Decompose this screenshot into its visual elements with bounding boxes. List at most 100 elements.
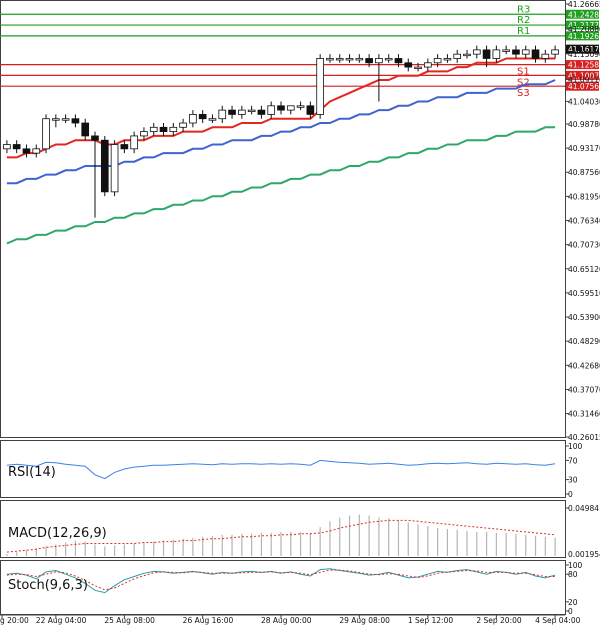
price-tick-label: 40.37070 [568, 385, 600, 394]
candle [384, 54, 393, 63]
candle-body-up [355, 58, 364, 61]
time-tick-label: 28 Aug 00:00 [261, 616, 312, 625]
level-price-label: 41.21770 [568, 21, 600, 30]
macd-indicator: 0.04984 0.001954 [6, 504, 600, 559]
candle-body-down [394, 58, 403, 64]
candle [267, 101, 276, 119]
time-tick-label: 1 Sep 12:00 [408, 616, 454, 625]
candle [492, 45, 501, 63]
candle-body-up [267, 105, 276, 115]
time-axis: g 20:00 22 Aug 04:00 25 Aug 08:00 26 Aug 16… [0, 614, 581, 625]
candle [394, 54, 403, 68]
candle-body-up [169, 126, 178, 133]
candle [149, 123, 158, 136]
candle [169, 123, 178, 136]
candle [247, 105, 256, 115]
candle-body-down [257, 109, 266, 115]
candle [335, 54, 344, 63]
candle-body-up [218, 109, 227, 120]
candle [130, 131, 138, 154]
candle [71, 114, 80, 128]
price-tick-label: 40.87560 [568, 168, 600, 177]
ema-mid-line [6, 79, 556, 185]
level-price-box [566, 20, 599, 30]
candle-body-up [472, 49, 481, 55]
candle [257, 105, 266, 119]
candle [482, 45, 491, 68]
candle-body-up [375, 58, 383, 64]
ema-fast-line [6, 57, 556, 159]
candle-body-down [198, 114, 207, 120]
candle [159, 123, 168, 136]
price-tick-label: 40.48290 [568, 337, 600, 346]
candle [91, 131, 99, 218]
candle [443, 54, 452, 63]
level-price-label: 41.19260 [568, 32, 600, 41]
candle [502, 45, 510, 55]
time-tick-label: 25 Aug 08:00 [104, 616, 155, 625]
candle-body-up [463, 53, 471, 57]
level-name-r2: R2 [517, 15, 530, 26]
rsi-panel-frame [0, 440, 566, 498]
candle-body-up [42, 118, 50, 150]
candle-body-up [140, 131, 148, 137]
support-resistance-levels: R3 41.24280 R2 41.21770 R1 41.19260 S1 41.12580… [0, 4, 600, 99]
stoch-tick-label: 80 [568, 570, 578, 579]
stoch-tick-label: 0 [568, 607, 573, 616]
candle [61, 114, 70, 124]
candle [521, 45, 530, 59]
candle [198, 110, 207, 124]
price-tick-label: 40.98780 [568, 120, 600, 129]
candle [345, 54, 354, 63]
candle [189, 110, 197, 128]
candle [22, 144, 31, 158]
candle [365, 54, 373, 68]
candle [433, 54, 442, 68]
candle [32, 144, 41, 158]
candle-body-up [149, 126, 158, 133]
rsi-tick-label: 30 [568, 476, 578, 485]
price-tick-label: 40.65120 [568, 265, 600, 274]
rsi-tick-label: 100 [568, 442, 583, 451]
candle [3, 140, 11, 154]
price-tick-label: 40.42680 [568, 361, 600, 370]
candle-body-up [335, 58, 344, 61]
level-price-box [566, 60, 599, 70]
candle-body-up [541, 53, 550, 59]
candlesticks [3, 45, 559, 218]
level-name-r3: R3 [517, 4, 530, 15]
price-tick-label: 41.15090 [568, 50, 600, 59]
candle-body-up [130, 135, 138, 150]
candle-body-up [424, 62, 432, 68]
candle [179, 118, 187, 132]
stoch-panel-frame [0, 560, 566, 615]
candle [218, 105, 227, 124]
rsi-tick-label: 0 [568, 490, 573, 499]
candle [81, 118, 90, 141]
candle-body-down [71, 118, 80, 124]
moving-averages [6, 57, 556, 245]
rsi-indicator: 100 70 30 0 [6, 442, 583, 499]
rsi-label: RSI(14) [8, 465, 56, 480]
level-name-s2: S2 [517, 77, 530, 88]
time-tick-label: 4 Sep 04:00 [535, 616, 581, 625]
candle-body-up [326, 58, 334, 61]
candle-body-up [179, 122, 187, 128]
candle-body-down [81, 122, 90, 137]
candle [296, 101, 305, 111]
candle-body-down [22, 148, 31, 154]
stoch-tick-label: 20 [568, 598, 578, 607]
rsi-line [6, 459, 556, 480]
rsi-tick-label: 70 [568, 456, 578, 465]
candle [306, 101, 315, 119]
price-tick-label: 41.09110 [568, 76, 600, 85]
price-tick-label: 40.81950 [568, 192, 600, 201]
candle [453, 49, 462, 63]
candle [512, 45, 520, 59]
candle-body-up [3, 144, 11, 150]
price-tick-label: 40.31460 [568, 410, 600, 419]
candle-body-up [492, 49, 501, 59]
price-tick-label: 40.76340 [568, 217, 600, 226]
price-tick-label: 40.53900 [568, 313, 600, 322]
